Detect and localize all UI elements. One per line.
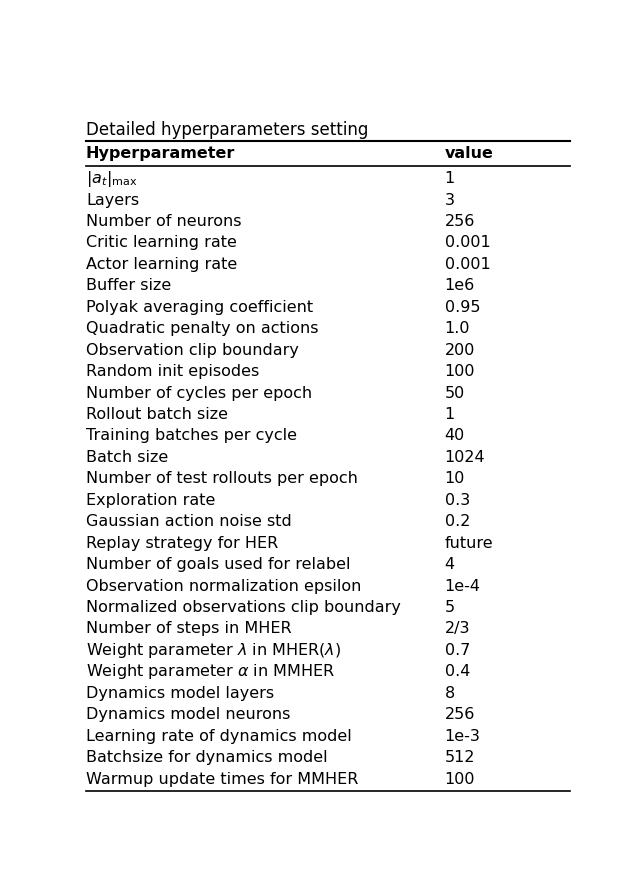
Text: 1024: 1024 xyxy=(445,449,485,465)
Text: 256: 256 xyxy=(445,214,475,229)
Text: Replay strategy for HER: Replay strategy for HER xyxy=(86,536,278,551)
Text: 50: 50 xyxy=(445,385,465,400)
Text: Polyak averaging coefficient: Polyak averaging coefficient xyxy=(86,300,313,315)
Text: 200: 200 xyxy=(445,343,475,358)
Text: 100: 100 xyxy=(445,772,475,787)
Text: $|a_t|_\mathrm{max}$: $|a_t|_\mathrm{max}$ xyxy=(86,168,138,189)
Text: Buffer size: Buffer size xyxy=(86,279,172,294)
Text: Dynamics model neurons: Dynamics model neurons xyxy=(86,708,291,722)
Text: Number of steps in MHER: Number of steps in MHER xyxy=(86,621,292,636)
Text: 1e6: 1e6 xyxy=(445,279,475,294)
Text: value: value xyxy=(445,147,493,161)
Text: 8: 8 xyxy=(445,686,455,700)
Text: 512: 512 xyxy=(445,750,475,765)
Text: 0.95: 0.95 xyxy=(445,300,480,315)
Text: Detailed hyperparameters setting: Detailed hyperparameters setting xyxy=(86,120,369,139)
Text: Batchsize for dynamics model: Batchsize for dynamics model xyxy=(86,750,328,765)
Text: Layers: Layers xyxy=(86,192,139,207)
Text: Normalized observations clip boundary: Normalized observations clip boundary xyxy=(86,600,401,615)
Text: Weight parameter $\lambda$ in MHER($\lambda$): Weight parameter $\lambda$ in MHER($\lam… xyxy=(86,641,341,659)
Text: Hyperparameter: Hyperparameter xyxy=(86,147,236,161)
Text: 0.3: 0.3 xyxy=(445,493,470,508)
Text: 0.4: 0.4 xyxy=(445,664,470,679)
Text: 100: 100 xyxy=(445,364,475,379)
Text: Number of test rollouts per epoch: Number of test rollouts per epoch xyxy=(86,472,358,486)
Text: Number of cycles per epoch: Number of cycles per epoch xyxy=(86,385,312,400)
Text: 1e-3: 1e-3 xyxy=(445,729,481,744)
Text: 0.001: 0.001 xyxy=(445,236,490,250)
Text: 1.0: 1.0 xyxy=(445,321,470,336)
Text: Critic learning rate: Critic learning rate xyxy=(86,236,237,250)
Text: Number of neurons: Number of neurons xyxy=(86,214,241,229)
Text: 0.2: 0.2 xyxy=(445,514,470,530)
Text: Warmup update times for MMHER: Warmup update times for MMHER xyxy=(86,772,358,787)
Text: Gaussian action noise std: Gaussian action noise std xyxy=(86,514,292,530)
Text: 40: 40 xyxy=(445,428,465,443)
Text: 3: 3 xyxy=(445,192,454,207)
Text: 2/3: 2/3 xyxy=(445,621,470,636)
Text: Learning rate of dynamics model: Learning rate of dynamics model xyxy=(86,729,352,744)
Text: Quadratic penalty on actions: Quadratic penalty on actions xyxy=(86,321,319,336)
Text: 5: 5 xyxy=(445,600,454,615)
Text: Actor learning rate: Actor learning rate xyxy=(86,257,237,271)
Text: 0.7: 0.7 xyxy=(445,643,470,658)
Text: 1e-4: 1e-4 xyxy=(445,578,481,594)
Text: 0.001: 0.001 xyxy=(445,257,490,271)
Text: Weight parameter $\alpha$ in MMHER: Weight parameter $\alpha$ in MMHER xyxy=(86,662,335,682)
Text: 10: 10 xyxy=(445,472,465,486)
Text: Training batches per cycle: Training batches per cycle xyxy=(86,428,297,443)
Text: Number of goals used for relabel: Number of goals used for relabel xyxy=(86,557,351,572)
Text: 256: 256 xyxy=(445,708,475,722)
Text: Observation clip boundary: Observation clip boundary xyxy=(86,343,299,358)
Text: Exploration rate: Exploration rate xyxy=(86,493,215,508)
Text: 1: 1 xyxy=(445,407,455,422)
Text: Observation normalization epsilon: Observation normalization epsilon xyxy=(86,578,362,594)
Text: 1: 1 xyxy=(445,171,455,186)
Text: Random init episodes: Random init episodes xyxy=(86,364,259,379)
Text: future: future xyxy=(445,536,493,551)
Text: 4: 4 xyxy=(445,557,454,572)
Text: Rollout batch size: Rollout batch size xyxy=(86,407,228,422)
Text: Batch size: Batch size xyxy=(86,449,168,465)
Text: Dynamics model layers: Dynamics model layers xyxy=(86,686,274,700)
